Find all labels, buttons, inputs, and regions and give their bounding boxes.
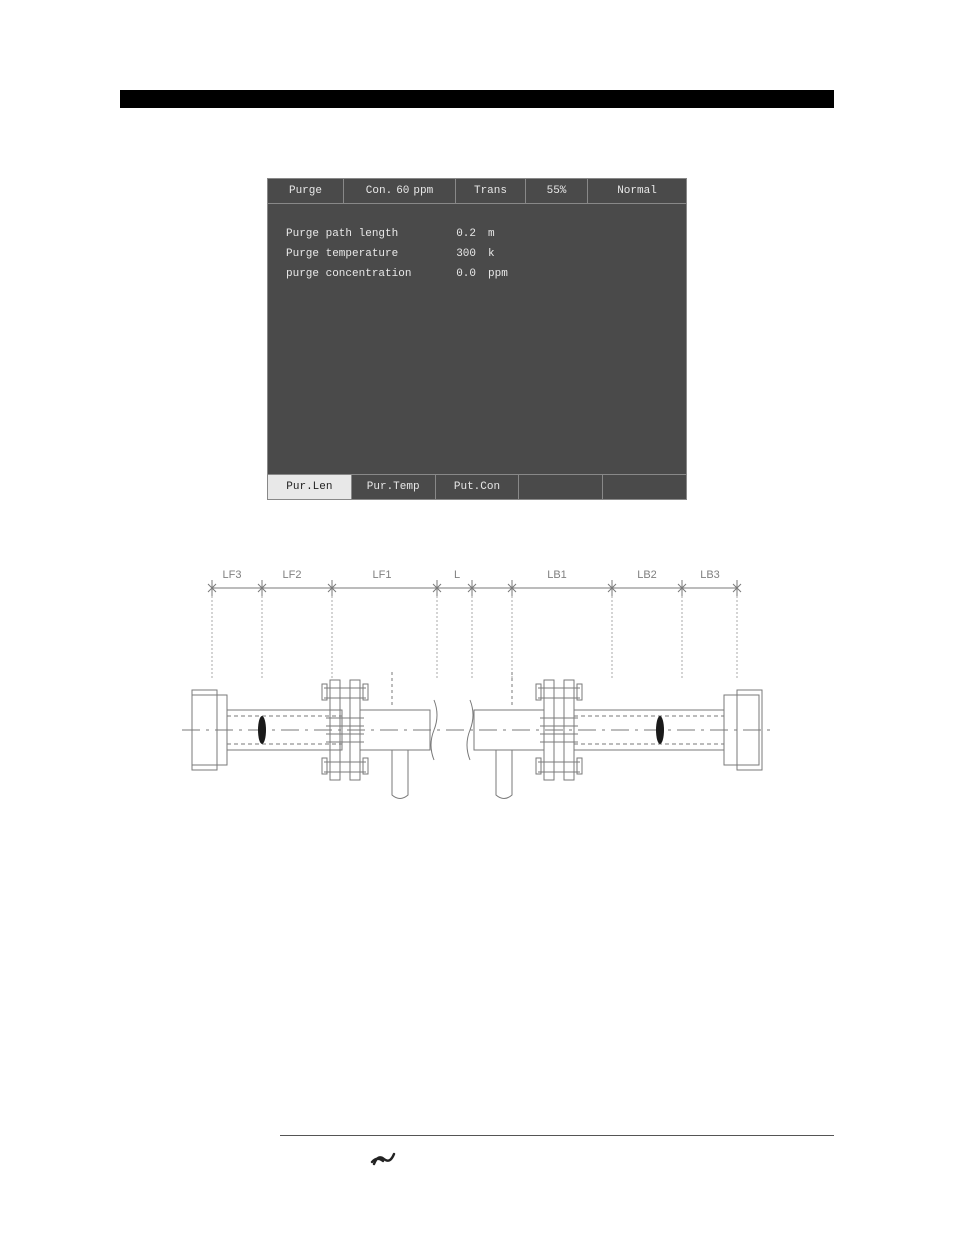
- param-label: purge concentration: [286, 268, 436, 280]
- header-normal: Normal: [588, 179, 686, 203]
- instrument-screen: Purge Con. 60 ppm Trans 55% Normal Purge…: [267, 178, 687, 500]
- softkey-purlen[interactable]: Pur.Len: [268, 475, 352, 499]
- svg-text:L: L: [454, 569, 460, 581]
- param-value: 0.2: [436, 228, 476, 240]
- purge-length-diagram: LF3 LF2 LF1 L LB1 LB2 LB3: [182, 560, 772, 840]
- svg-text:LF3: LF3: [223, 569, 242, 581]
- param-label: Purge temperature: [286, 248, 436, 260]
- param-value: 0.0: [436, 268, 476, 280]
- screen-header-row: Purge Con. 60 ppm Trans 55% Normal: [268, 179, 686, 204]
- con-label: Con.: [366, 185, 392, 197]
- svg-text:LF1: LF1: [373, 569, 392, 581]
- svg-text:LB1: LB1: [547, 569, 567, 581]
- con-unit: ppm: [413, 185, 433, 197]
- svg-text:LF2: LF2: [283, 569, 302, 581]
- param-row: Purge temperature 300 k: [286, 248, 668, 260]
- screen-softkey-row: Pur.Len Pur.Temp Put.Con: [268, 474, 686, 499]
- param-unit: ppm: [476, 268, 512, 280]
- softkey-blank1[interactable]: [519, 475, 603, 499]
- svg-text:LB2: LB2: [637, 569, 657, 581]
- header-con: Con. 60 ppm: [344, 179, 456, 203]
- param-unit: k: [476, 248, 512, 260]
- header-percent: 55%: [526, 179, 588, 203]
- header-bar: [120, 90, 834, 108]
- softkey-blank2[interactable]: [603, 475, 686, 499]
- param-unit: m: [476, 228, 512, 240]
- header-purge: Purge: [268, 179, 344, 203]
- softkey-putcon[interactable]: Put.Con: [436, 475, 520, 499]
- footer-logo-icon: [370, 1150, 398, 1173]
- param-label: Purge path length: [286, 228, 436, 240]
- con-value: 60: [396, 185, 409, 197]
- header-trans: Trans: [456, 179, 526, 203]
- svg-text:LB3: LB3: [700, 569, 720, 581]
- screen-body: Purge path length 0.2 m Purge temperatur…: [268, 204, 686, 474]
- param-row: Purge path length 0.2 m: [286, 228, 668, 240]
- param-row: purge concentration 0.0 ppm: [286, 268, 668, 280]
- param-value: 300: [436, 248, 476, 260]
- softkey-purtemp[interactable]: Pur.Temp: [352, 475, 436, 499]
- footer-rule: [280, 1135, 834, 1136]
